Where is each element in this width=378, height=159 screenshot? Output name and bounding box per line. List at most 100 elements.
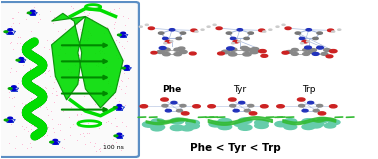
Circle shape <box>326 55 333 58</box>
Point <box>28 128 34 131</box>
Point <box>68 105 74 108</box>
Circle shape <box>244 37 249 40</box>
Point <box>53 93 59 96</box>
Point <box>101 147 107 149</box>
Text: 100 ns: 100 ns <box>103 145 124 150</box>
Point <box>50 22 56 24</box>
Circle shape <box>260 105 268 108</box>
Circle shape <box>117 108 122 110</box>
Point <box>49 118 55 121</box>
Point <box>31 83 37 86</box>
Point <box>31 132 37 134</box>
Circle shape <box>317 32 322 34</box>
Point <box>44 133 50 136</box>
Point <box>68 76 74 79</box>
Point <box>119 44 125 47</box>
Point <box>21 118 27 120</box>
Point <box>50 54 56 56</box>
Point <box>114 77 120 80</box>
Circle shape <box>250 50 258 54</box>
Point <box>12 70 19 72</box>
Circle shape <box>317 46 324 49</box>
Point <box>85 36 91 39</box>
Circle shape <box>332 31 335 32</box>
Point <box>68 5 74 8</box>
Point <box>91 144 97 147</box>
Point <box>87 110 93 113</box>
Point <box>82 25 88 28</box>
Circle shape <box>302 119 315 124</box>
Point <box>27 46 33 48</box>
Circle shape <box>248 104 254 107</box>
Circle shape <box>163 53 170 56</box>
Point <box>17 41 23 44</box>
Point <box>28 82 34 85</box>
Circle shape <box>158 32 164 34</box>
Circle shape <box>286 51 293 53</box>
Point <box>96 147 102 149</box>
Point <box>11 86 17 89</box>
Point <box>78 113 84 115</box>
Circle shape <box>121 35 125 37</box>
Circle shape <box>151 119 165 124</box>
Point <box>46 69 52 72</box>
Point <box>103 90 109 93</box>
Point <box>9 17 15 19</box>
Point <box>52 78 58 80</box>
Point <box>74 39 81 41</box>
Point <box>74 22 80 25</box>
Circle shape <box>8 29 12 31</box>
Point <box>45 114 51 117</box>
Point <box>125 17 131 19</box>
Point <box>70 6 76 9</box>
Point <box>59 146 65 148</box>
Point <box>60 110 67 113</box>
Circle shape <box>243 48 251 51</box>
Circle shape <box>163 48 170 51</box>
Point <box>14 41 20 44</box>
Point <box>50 39 56 41</box>
Circle shape <box>180 50 187 53</box>
Point <box>34 40 40 42</box>
Point <box>39 95 45 97</box>
Point <box>75 125 81 127</box>
Circle shape <box>259 50 266 53</box>
Point <box>10 84 16 87</box>
Point <box>104 121 110 123</box>
Point <box>55 54 61 57</box>
Circle shape <box>295 32 301 34</box>
Circle shape <box>244 109 250 112</box>
Point <box>29 58 35 61</box>
Point <box>79 47 85 50</box>
Circle shape <box>180 32 186 34</box>
Point <box>71 44 77 46</box>
Point <box>87 12 93 14</box>
Point <box>21 114 27 116</box>
Circle shape <box>121 32 125 34</box>
Point <box>8 66 14 69</box>
Point <box>110 138 116 141</box>
Point <box>124 40 130 43</box>
Circle shape <box>306 120 318 125</box>
Point <box>6 91 12 93</box>
Point <box>67 115 73 118</box>
Point <box>81 57 87 60</box>
Point <box>42 86 48 89</box>
Point <box>82 74 88 77</box>
Point <box>8 123 14 125</box>
Circle shape <box>178 47 185 50</box>
Point <box>29 42 36 45</box>
Circle shape <box>165 109 171 112</box>
Point <box>85 30 91 33</box>
Point <box>51 40 57 42</box>
Point <box>74 139 81 142</box>
Circle shape <box>302 109 308 112</box>
Point <box>43 39 50 41</box>
Point <box>25 48 31 50</box>
Circle shape <box>261 54 268 57</box>
Circle shape <box>19 58 24 59</box>
Circle shape <box>282 51 289 54</box>
Circle shape <box>227 47 234 50</box>
Circle shape <box>321 52 328 55</box>
Point <box>35 131 41 134</box>
